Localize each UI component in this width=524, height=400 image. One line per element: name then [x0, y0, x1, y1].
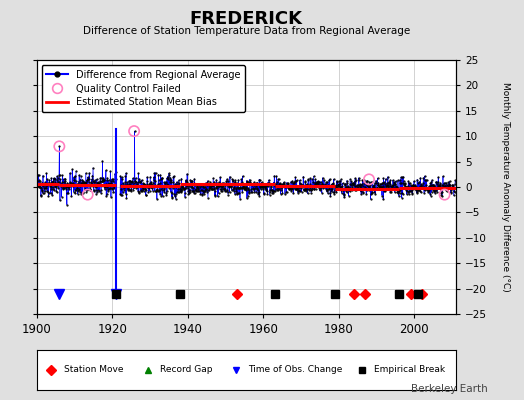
Point	[83, 192, 92, 198]
Point	[440, 192, 449, 198]
Point	[365, 176, 373, 182]
Text: Difference of Station Temperature Data from Regional Average: Difference of Station Temperature Data f…	[83, 26, 410, 36]
Y-axis label: Monthly Temperature Anomaly Difference (°C): Monthly Temperature Anomaly Difference (…	[501, 82, 510, 292]
Text: Station Move: Station Move	[64, 366, 124, 374]
Legend: Difference from Regional Average, Quality Control Failed, Estimated Station Mean: Difference from Regional Average, Qualit…	[41, 65, 245, 112]
Text: Berkeley Earth: Berkeley Earth	[411, 384, 487, 394]
Text: Time of Obs. Change: Time of Obs. Change	[248, 366, 343, 374]
Text: Record Gap: Record Gap	[160, 366, 213, 374]
Point	[55, 143, 63, 150]
Text: FREDERICK: FREDERICK	[190, 10, 303, 28]
Text: Empirical Break: Empirical Break	[374, 366, 445, 374]
Point	[130, 128, 138, 134]
